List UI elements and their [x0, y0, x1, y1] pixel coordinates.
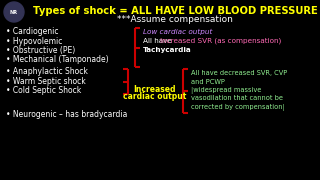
Text: • Cold Septic Shock: • Cold Septic Shock	[6, 86, 81, 95]
Text: All have: All have	[143, 38, 174, 44]
Text: • Mechanical (Tamponade): • Mechanical (Tamponade)	[6, 55, 108, 64]
Text: Increased: Increased	[134, 85, 176, 94]
Text: • Cardiogenic: • Cardiogenic	[6, 27, 59, 36]
Text: ***Assume compensation: ***Assume compensation	[117, 15, 233, 24]
Circle shape	[4, 2, 24, 22]
Text: Tachycardia: Tachycardia	[143, 47, 192, 53]
Text: • Neurogenic – has bradycardia: • Neurogenic – has bradycardia	[6, 110, 127, 119]
Text: • Anaphylactic Shock: • Anaphylactic Shock	[6, 67, 88, 76]
Text: • Warm Septic shock: • Warm Septic shock	[6, 76, 86, 86]
Text: |widespread massive: |widespread massive	[191, 87, 261, 94]
Text: • Obstructive (PE): • Obstructive (PE)	[6, 46, 75, 55]
Text: Low cardiac output: Low cardiac output	[143, 29, 212, 35]
Text: NR: NR	[10, 10, 18, 15]
Text: vasodilation that cannot be: vasodilation that cannot be	[191, 96, 283, 102]
Text: and PCWP: and PCWP	[191, 78, 225, 84]
Text: • Hypovolemic: • Hypovolemic	[6, 37, 62, 46]
Text: Increased SVR (as compensation): Increased SVR (as compensation)	[160, 38, 281, 44]
Text: corrected by compensation|: corrected by compensation|	[191, 104, 285, 111]
Text: Types of shock = ALL HAVE LOW BLOOD PRESSURE: Types of shock = ALL HAVE LOW BLOOD PRES…	[33, 6, 317, 16]
Text: All have decreased SVR, CVP: All have decreased SVR, CVP	[191, 70, 287, 76]
Text: cardiac output: cardiac output	[123, 92, 187, 101]
